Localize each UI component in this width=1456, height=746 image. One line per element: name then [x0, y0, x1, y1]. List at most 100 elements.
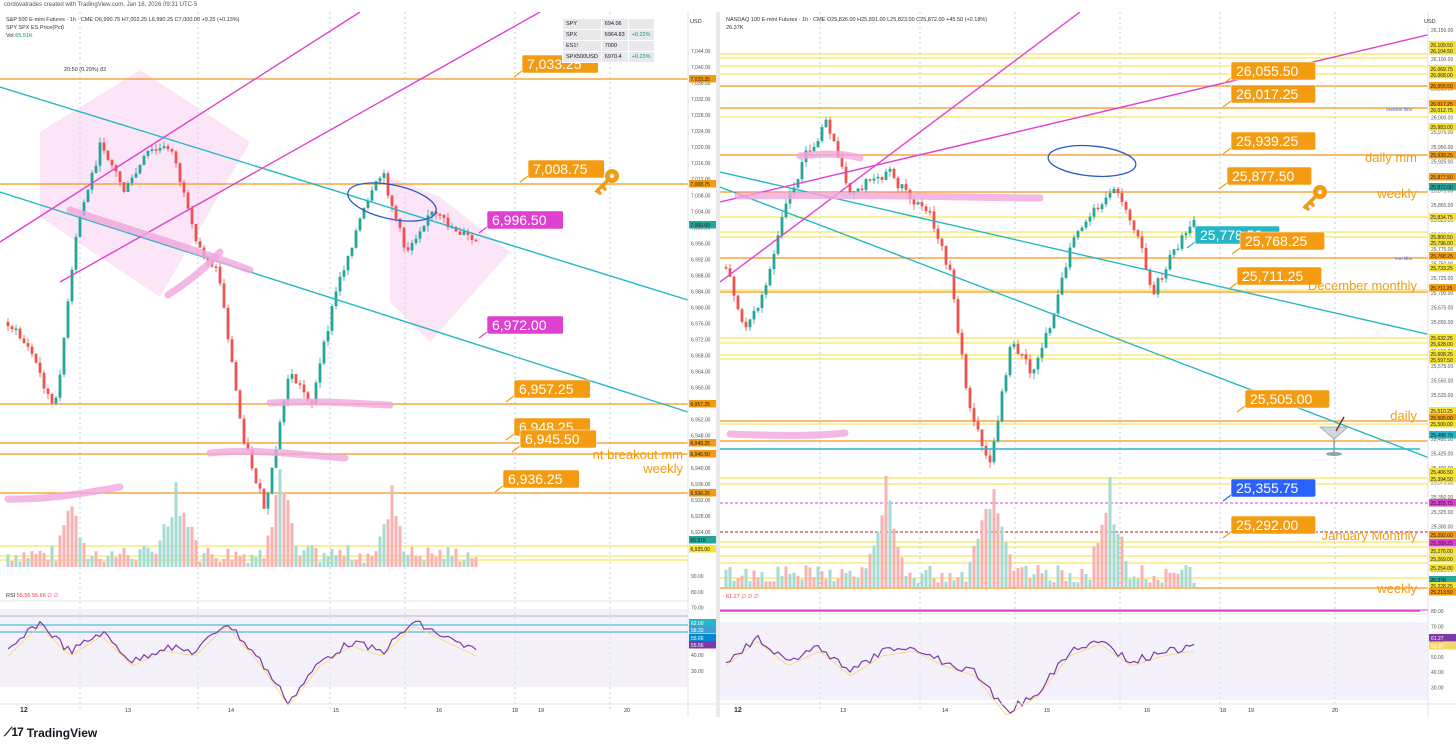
- volume-bar: [34, 554, 38, 567]
- rsi-tick-label: 70.00: [691, 606, 704, 612]
- volume-bar: [102, 561, 106, 567]
- volume-bar: [1068, 573, 1072, 587]
- candle-body: [816, 140, 820, 148]
- volume-bar: [852, 576, 856, 587]
- candle-body: [812, 147, 816, 152]
- price-badge: [1429, 576, 1456, 584]
- left-currency: USD: [690, 19, 702, 25]
- callout-box: [1230, 61, 1316, 81]
- price-badge: [689, 400, 716, 408]
- price-badge-label: 7,033.25: [691, 77, 711, 83]
- candle-body: [1096, 207, 1100, 210]
- candle-body: [732, 276, 736, 296]
- volume-bar: [406, 554, 410, 567]
- candle-body: [888, 168, 892, 172]
- candle-body: [744, 321, 748, 328]
- volume-bar: [166, 526, 170, 567]
- price-tick-label: 25,575.00: [1431, 364, 1453, 370]
- price-tick-label: 25,525.00: [1431, 393, 1453, 399]
- callout-box: [502, 469, 580, 489]
- candle-body: [980, 429, 984, 446]
- symbol-row[interactable]: SPX 6964.83 +0.22%: [562, 29, 655, 41]
- callout-price: 25,292.00: [1236, 517, 1298, 533]
- price-badge: [1429, 151, 1456, 159]
- volume-bar: [808, 567, 812, 587]
- candle-body: [302, 384, 306, 393]
- volume-bar: [82, 543, 86, 567]
- price-badge-label: 26,017.25: [1431, 102, 1453, 108]
- volume-bar: [462, 560, 466, 567]
- candle-body: [94, 165, 98, 173]
- candle-body: [988, 455, 992, 463]
- candle-body: [6, 322, 10, 327]
- candle-body: [792, 187, 796, 194]
- candle-body: [1020, 353, 1024, 356]
- rsi-badge-label: 55.66: [691, 636, 704, 642]
- volume-bar: [338, 550, 342, 567]
- price-tick-label: 25,350.00: [1431, 495, 1453, 501]
- candle-body: [876, 176, 880, 179]
- volume-bar: [948, 573, 952, 587]
- candle-body: [1144, 248, 1148, 270]
- candle-body: [326, 331, 330, 342]
- candle-body: [166, 146, 170, 149]
- symbol-row[interactable]: SPX500USD 6970.4 +0.23%: [562, 51, 655, 63]
- candle-body: [1124, 201, 1128, 210]
- volume-bar: [206, 547, 210, 567]
- candle-body: [1108, 193, 1112, 198]
- price-badge-label: 26,109.50: [1431, 43, 1453, 49]
- volume-bar: [740, 575, 744, 587]
- price-badge: [1429, 340, 1456, 348]
- symbol-row[interactable]: SPY 694.06: [562, 18, 655, 30]
- callout-price: 26,055.50: [1236, 63, 1298, 79]
- price-badge: [1429, 233, 1456, 241]
- volume-bar: [1132, 576, 1136, 587]
- candle-body: [1188, 226, 1192, 234]
- volume-bar: [298, 555, 302, 567]
- volume-bar: [278, 469, 282, 567]
- chart-credit: cordovatrades created with TradingView.c…: [4, 2, 198, 8]
- candle-body: [856, 188, 860, 192]
- volume-bar: [362, 562, 366, 567]
- volume-bar: [310, 545, 314, 567]
- volume-bar: [94, 551, 98, 567]
- price-badge-label: 25,711.25: [1431, 286, 1453, 292]
- candle-body: [274, 449, 278, 468]
- volume-bar: [458, 561, 462, 567]
- trend-line: [0, 86, 689, 301]
- es-chart-canvas[interactable]: 7,044.00 7,040.00 7,036.00 7,032.00 7,028.00…: [0, 12, 716, 717]
- volume-bar: [796, 575, 800, 587]
- candle-body: [752, 310, 756, 320]
- candle-body: [936, 228, 940, 239]
- volume-bar: [150, 551, 154, 567]
- volume-bar: [896, 546, 900, 587]
- left-chart-panel[interactable]: 7,044.00 7,040.00 7,036.00 7,032.00 7,028.00…: [0, 12, 716, 717]
- candle-body: [150, 149, 154, 151]
- price-badge-label: 26.37K: [1431, 578, 1448, 584]
- volume-bar: [908, 572, 912, 587]
- right-chart-panel[interactable]: 26,150.0026,125.0026,100.0026,075.0026,0…: [720, 12, 1456, 717]
- candle-body: [1036, 357, 1040, 370]
- volume-bar: [1160, 582, 1164, 587]
- tradingview-brand[interactable]: ⟋17 TradingView: [4, 725, 97, 740]
- price-badge-label: 25,872.00: [1431, 185, 1453, 191]
- volume-bar: [752, 570, 756, 587]
- candle-body: [242, 418, 246, 444]
- candle-body: [964, 354, 968, 389]
- volume-bar: [70, 506, 74, 567]
- candle-body: [924, 206, 928, 212]
- candle-body: [1116, 188, 1120, 194]
- panel-divider[interactable]: [716, 12, 720, 717]
- symbol-row[interactable]: ES1! 7000: [562, 40, 655, 52]
- volume-bar: [142, 545, 146, 567]
- volume-bar: [776, 566, 780, 587]
- volume-bar: [1056, 565, 1060, 587]
- volume-bar: [334, 555, 338, 567]
- volume-bar: [366, 553, 370, 567]
- volume-bar: [342, 556, 346, 567]
- candle-body: [884, 171, 888, 180]
- nq-chart-canvas[interactable]: 26,150.0026,125.0026,100.0026,075.0026,0…: [720, 12, 1456, 717]
- volume-bar: [760, 572, 764, 587]
- candle-body: [1168, 254, 1172, 270]
- rsi-badge-label: 55.56: [691, 643, 704, 649]
